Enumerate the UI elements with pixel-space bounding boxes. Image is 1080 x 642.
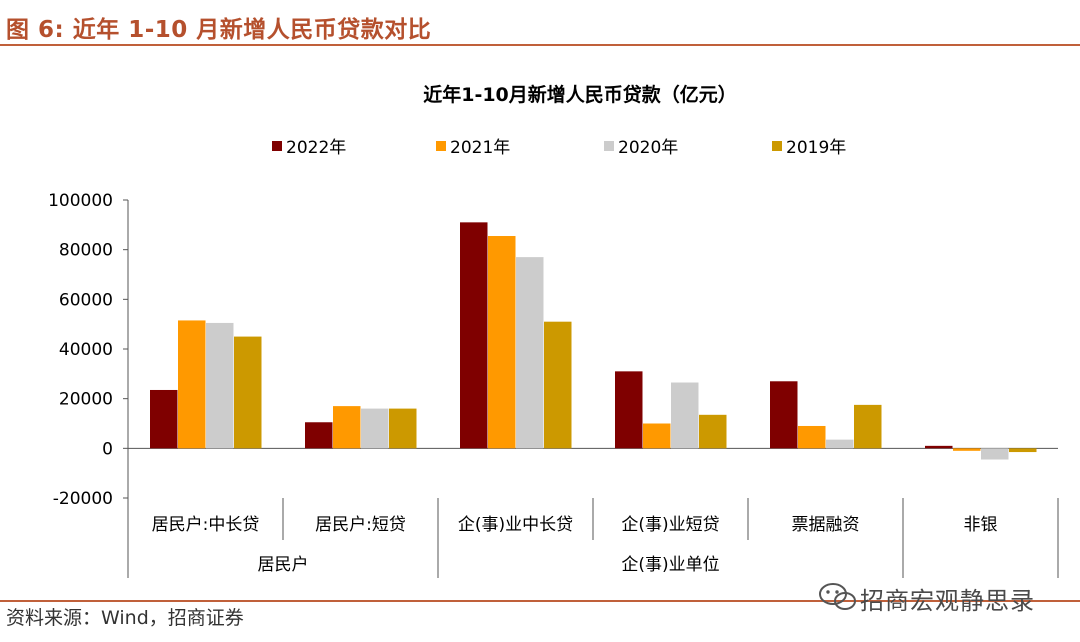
bar-chart: 近年1-10月新增人民币贷款（亿元） 2022年 2021年 2020年 2019年 10… xyxy=(48,83,1059,578)
bar-2-4 xyxy=(826,439,854,449)
y-tick-label-3: 40000 xyxy=(59,340,113,360)
x-tick-label-3: 企(事)业短贷 xyxy=(621,515,719,535)
x-tick-label-5: 非银 xyxy=(964,515,998,535)
legend-label-0: 2022年 xyxy=(286,138,346,158)
bar-3-5 xyxy=(1009,448,1037,453)
bar-1-1 xyxy=(333,406,361,449)
bar-1-0 xyxy=(178,320,206,449)
y-tick-label-2: 60000 xyxy=(59,290,113,310)
y-tick-label-4: 20000 xyxy=(59,390,113,410)
legend-swatch-0 xyxy=(272,141,282,151)
bar-0-5 xyxy=(925,445,953,449)
bar-0-4 xyxy=(770,381,798,449)
wechat-icon xyxy=(819,583,856,610)
bar-1-5 xyxy=(953,448,981,451)
footer-rule xyxy=(0,600,1080,602)
legend-swatch-2 xyxy=(604,141,614,151)
legend-swatch-3 xyxy=(772,141,782,151)
bar-3-0 xyxy=(234,336,262,449)
chart-title: 近年1-10月新增人民币贷款（亿元） xyxy=(423,83,737,106)
bar-0-1 xyxy=(305,422,333,449)
header-rule xyxy=(0,44,1080,46)
y-tick-label-0: 100000 xyxy=(48,191,113,211)
bar-1-4 xyxy=(798,425,826,449)
y-tick-label-6: -20000 xyxy=(53,489,113,509)
bar-0-0 xyxy=(150,389,178,449)
x-tick-label-2: 企(事)业中长贷 xyxy=(458,515,573,535)
bar-1-3 xyxy=(643,423,671,449)
bar-3-4 xyxy=(854,404,882,449)
watermark-text: 招商宏观静思录 xyxy=(860,587,1035,615)
x-tick-label-1: 居民户:短贷 xyxy=(315,515,406,535)
bar-3-2 xyxy=(544,321,572,449)
y-tick-label-1: 80000 xyxy=(59,241,113,261)
x-tick-label-4: 票据融资 xyxy=(792,515,860,535)
legend-label-1: 2021年 xyxy=(450,138,510,158)
bar-2-5 xyxy=(981,448,1009,460)
legend-label-2: 2020年 xyxy=(618,138,678,158)
legend-label-3: 2019年 xyxy=(786,138,846,158)
group-label-0: 居民户 xyxy=(258,555,309,575)
bar-0-2 xyxy=(460,222,488,449)
figure-header: 图 6: 近年 1-10 月新增人民币贷款对比 xyxy=(0,0,1080,46)
y-tick-label-5: 0 xyxy=(102,439,113,459)
bar-2-3 xyxy=(671,382,699,449)
source-note: 资料来源：Wind，招商证券 xyxy=(6,607,244,629)
bar-3-1 xyxy=(389,408,417,449)
bar-1-2 xyxy=(488,236,516,449)
bar-2-2 xyxy=(516,257,544,449)
legend-swatch-1 xyxy=(436,141,446,151)
x-tick-label-0: 居民户:中长贷 xyxy=(152,515,260,535)
bar-3-3 xyxy=(699,414,727,449)
figure-title: 图 6: 近年 1-10 月新增人民币贷款对比 xyxy=(6,17,432,43)
bar-2-0 xyxy=(206,322,234,449)
watermark: 招商宏观静思录 xyxy=(812,577,1052,617)
bar-2-1 xyxy=(361,408,389,449)
group-label-1: 企(事)业单位 xyxy=(621,555,719,575)
bar-0-3 xyxy=(615,371,643,449)
